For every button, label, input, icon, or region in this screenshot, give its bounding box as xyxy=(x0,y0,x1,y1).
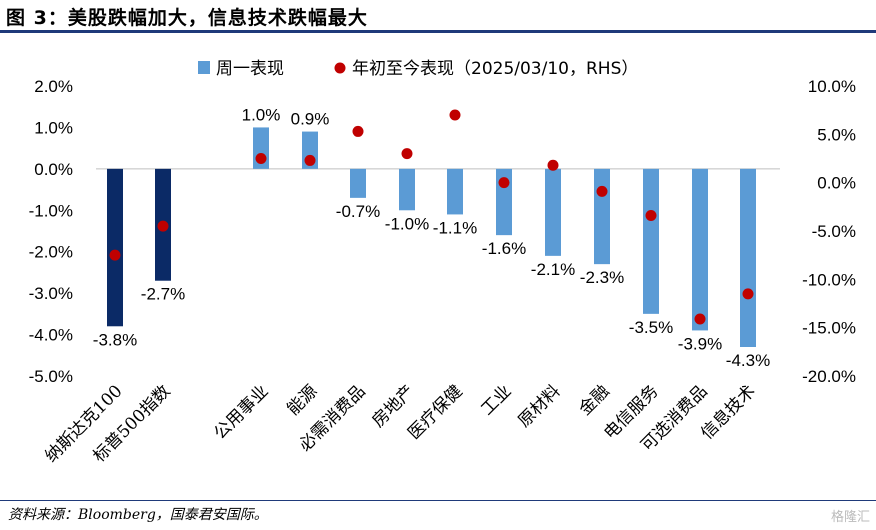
right-tick-label: -10.0% xyxy=(802,270,856,289)
dot-point xyxy=(304,154,316,166)
bar-series xyxy=(107,127,756,347)
dot-series xyxy=(109,109,754,325)
title-divider xyxy=(0,30,876,33)
dot-point xyxy=(742,288,754,300)
source-note: 资料来源：Bloomberg，国泰君安国际。 xyxy=(8,507,268,523)
right-tick-label: -15.0% xyxy=(802,319,856,338)
chart-title: 图 3：美股跌幅加大，信息技术跌幅最大 xyxy=(6,7,368,29)
bar xyxy=(350,168,366,198)
source-divider xyxy=(0,500,876,501)
bar xyxy=(107,168,123,327)
bar xyxy=(545,168,561,256)
dot-point xyxy=(352,125,364,137)
dot-point xyxy=(694,313,706,325)
dot-point xyxy=(157,220,169,232)
bar-value-label: -3.9% xyxy=(678,334,722,353)
bar-value-label: -1.6% xyxy=(482,239,526,258)
bar-value-label: -4.3% xyxy=(726,351,770,370)
legend-dot-label: 年初至今表现（2025/03/10，RHS） xyxy=(352,59,638,79)
right-tick-label: 0.0% xyxy=(817,174,856,193)
bar xyxy=(643,168,659,314)
dot-point xyxy=(547,159,559,171)
dot-point xyxy=(109,249,121,261)
category-label: 能源 xyxy=(283,381,321,419)
dot-point xyxy=(645,210,657,222)
left-tick-label: -1.0% xyxy=(29,201,73,220)
legend-bar-swatch xyxy=(198,61,210,74)
bar xyxy=(399,168,415,211)
left-tick-label: -4.0% xyxy=(29,326,73,345)
bar-value-label: 0.9% xyxy=(291,110,330,129)
bar xyxy=(692,168,708,331)
legend-dot-swatch xyxy=(334,62,346,74)
bar-value-label: -2.7% xyxy=(141,285,185,304)
category-label: 金融 xyxy=(575,381,613,419)
dot-point xyxy=(449,109,461,121)
bar-value-label: -3.5% xyxy=(629,318,673,337)
left-axis: 2.0% 1.0% 0.0% -1.0% -2.0% -3.0% -4.0% -5.0% xyxy=(29,77,73,386)
dot-point xyxy=(498,177,510,189)
bar-value-label: -2.3% xyxy=(580,268,624,287)
chart-canvas: 周一表现 年初至今表现（2025/03/10，RHS） 2.0% 1.0% 0.0%… xyxy=(29,59,856,467)
left-tick-label: -3.0% xyxy=(29,284,73,303)
left-tick-label: 0.0% xyxy=(34,160,73,179)
right-axis: 10.0% 5.0% 0.0% -5.0% -10.0% -15.0% -20.0% xyxy=(802,77,856,386)
left-tick-label: 2.0% xyxy=(34,77,73,96)
category-label: 原材料 xyxy=(514,381,564,431)
bar-value-label: -2.1% xyxy=(531,260,575,279)
left-tick-label: -5.0% xyxy=(29,367,73,386)
category-label: 工业 xyxy=(477,381,515,419)
legend: 周一表现 年初至今表现（2025/03/10，RHS） xyxy=(198,59,638,79)
bar xyxy=(447,168,463,215)
dot-point xyxy=(401,148,413,160)
bar-value-label: -3.8% xyxy=(93,330,137,349)
bar-value-label: -1.1% xyxy=(433,218,477,237)
left-tick-label: -2.0% xyxy=(29,243,73,262)
dot-point xyxy=(255,153,267,164)
right-tick-label: 10.0% xyxy=(808,77,856,96)
left-tick-label: 1.0% xyxy=(34,118,73,137)
right-tick-label: 5.0% xyxy=(817,125,856,144)
right-tick-label: -20.0% xyxy=(802,367,856,386)
dot-point xyxy=(596,185,608,197)
right-tick-label: -5.0% xyxy=(812,222,856,241)
legend-bar-label: 周一表现 xyxy=(216,59,284,79)
category-label: 公用事业 xyxy=(210,381,272,443)
bar-value-label: -1.0% xyxy=(385,214,429,233)
watermark-logo: 格隆汇 xyxy=(830,510,870,525)
bar-value-label: 1.0% xyxy=(242,105,281,124)
bar xyxy=(594,168,610,265)
bar-value-label: -0.7% xyxy=(336,202,380,221)
bar-value-labels: -3.8% -2.7% 1.0% 0.9% -0.7% -1.0% -1.1% -1.6% -2… xyxy=(93,105,770,370)
bar xyxy=(740,168,756,347)
